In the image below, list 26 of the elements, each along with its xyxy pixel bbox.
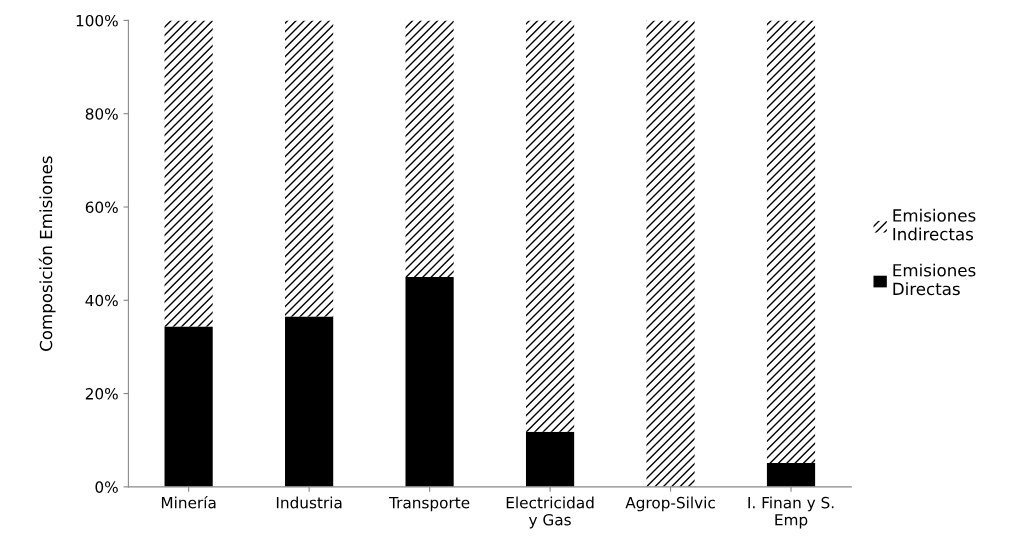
y-tick-label: 20%: [85, 388, 118, 400]
bar: [164, 20, 213, 327]
x-tick-label: Electricidad y Gas: [506, 496, 594, 529]
legend-label: Emisiones Indirectas: [893, 208, 976, 241]
bar: [525, 20, 575, 432]
y-tick-label: 0%: [95, 481, 118, 493]
bar: [285, 20, 334, 317]
bar: [525, 431, 575, 487]
bar: [766, 20, 816, 464]
x-tick-label: Agrop-Silvic: [625, 496, 715, 512]
bar: [285, 316, 334, 487]
bar: [646, 20, 695, 487]
bar: [405, 20, 454, 277]
bar: [766, 463, 816, 487]
y-axis-title: Composición Emisiones: [38, 156, 56, 351]
y-tick-label: 100%: [76, 14, 118, 27]
x-tick-label: I. Finan y S. Emp: [748, 496, 834, 529]
bar: [405, 276, 454, 487]
x-tick-label: Transporte: [389, 497, 470, 512]
y-tick-label: 80%: [85, 108, 118, 120]
legend-label: Emisiones Directas: [893, 263, 976, 296]
x-tick-label: Industria: [276, 496, 342, 509]
bar: [164, 326, 213, 487]
y-tick-label: 60%: [85, 201, 118, 214]
x-tick-label: Minería: [161, 495, 216, 509]
y-tick-label: 40%: [85, 294, 118, 307]
